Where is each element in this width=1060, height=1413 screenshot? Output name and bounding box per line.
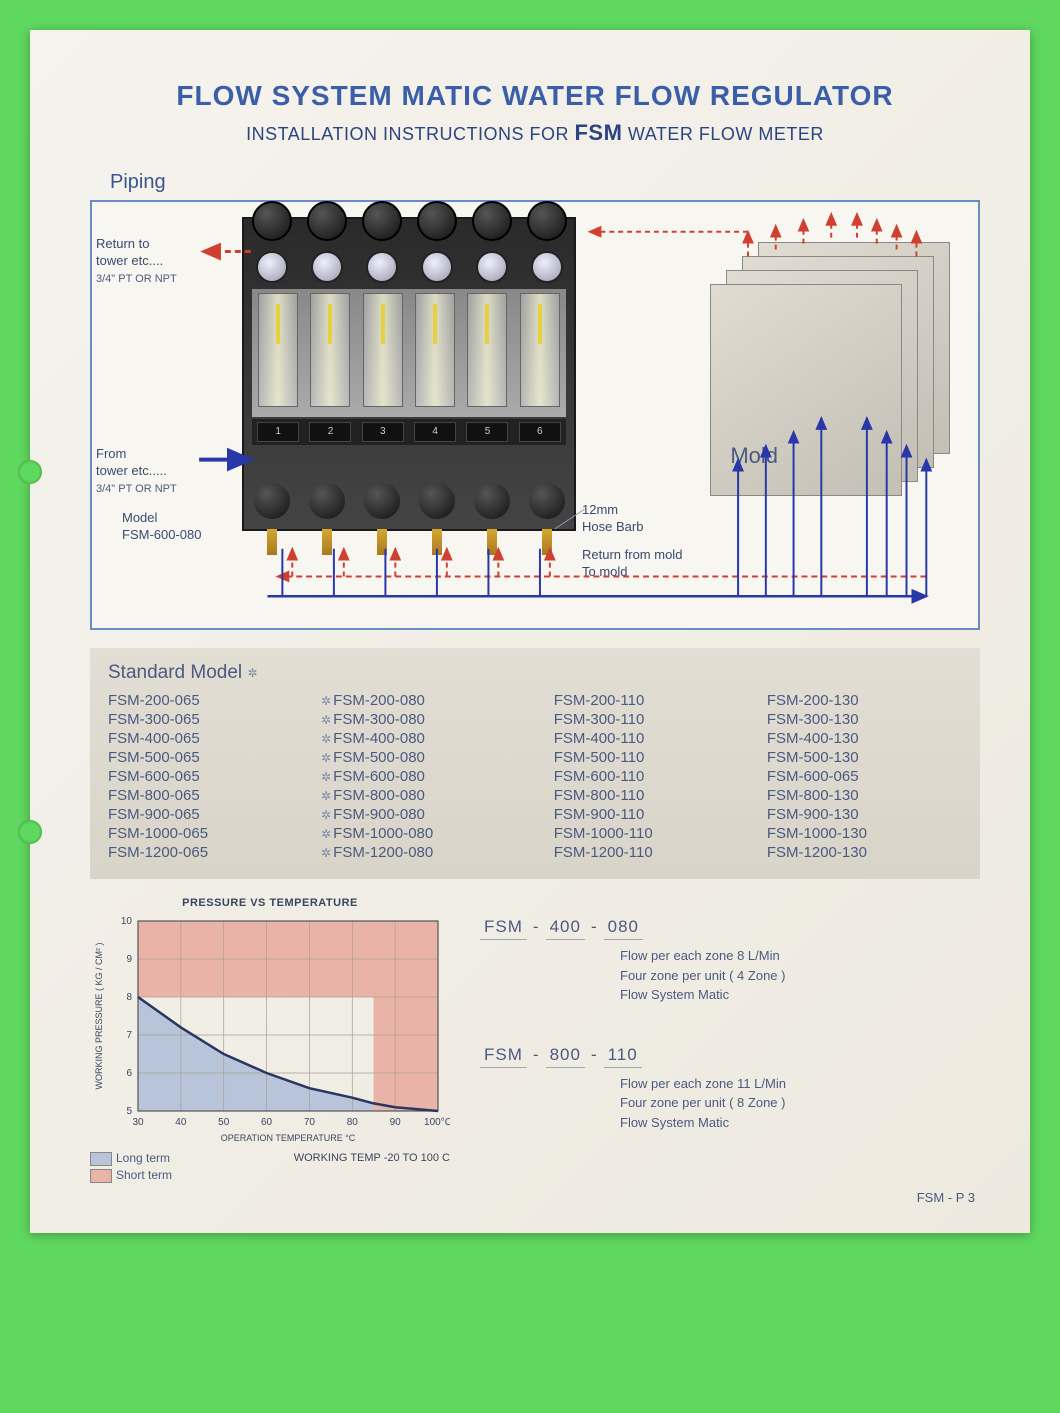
model-cell: FSM-600-065	[767, 768, 962, 785]
code-explain-item: FSM-400-080 Flow per each zone 8 L/MinFou…	[480, 917, 980, 1005]
punch-hole	[18, 820, 42, 844]
pressure-temperature-chart: 30 40 50 60 70 80 90 100°C 5 6 7 8 9 10 OPERATION TEMP…	[90, 915, 450, 1145]
to-mold-label: To mold	[582, 564, 628, 581]
model-cell: ✲FSM-900-080	[321, 806, 536, 823]
model-cell: FSM-400-130	[767, 730, 962, 747]
model-cell: FSM-1200-065	[108, 844, 303, 861]
model-cell: FSM-300-130	[767, 711, 962, 728]
model-label: Model FSM-600-080	[122, 510, 201, 544]
document-page: FLOW SYSTEM MATIC WATER FLOW REGULATOR I…	[30, 30, 1030, 1233]
svg-text:WORKING PRESSURE ( KG / CM² ): WORKING PRESSURE ( KG / CM² )	[94, 942, 104, 1089]
model-cell: FSM-900-130	[767, 806, 962, 823]
model-cell: FSM-800-065	[108, 787, 303, 804]
svg-text:5: 5	[126, 1106, 132, 1117]
number-plate: 1 2 3 4 5 6	[252, 419, 566, 445]
model-cell: FSM-1000-110	[554, 825, 749, 842]
svg-text:9: 9	[126, 954, 132, 965]
model-cell: FSM-1000-130	[767, 825, 962, 842]
svg-text:50: 50	[218, 1117, 230, 1128]
model-cell: ✲FSM-1200-080	[321, 844, 536, 861]
model-cell: FSM-500-065	[108, 749, 303, 766]
return-mold-label: Return from mold	[582, 547, 682, 564]
return-label: Return to tower etc.... 3/4" PT OR NPT	[96, 236, 177, 287]
svg-text:OPERATION TEMPERATURE °C: OPERATION TEMPERATURE °C	[221, 1133, 356, 1143]
mold-label: Mold	[730, 442, 778, 471]
barb-row	[244, 529, 574, 555]
model-cell: ✲FSM-600-080	[321, 768, 536, 785]
svg-text:40: 40	[175, 1117, 187, 1128]
model-cell: FSM-200-110	[554, 692, 749, 709]
svg-text:90: 90	[390, 1117, 402, 1128]
code-explain-lines: Flow per each zone 11 L/MinFour zone per…	[620, 1074, 980, 1133]
manifold-device: 1 2 3 4 5 6	[242, 217, 576, 531]
page-title: FLOW SYSTEM MATIC WATER FLOW REGULATOR	[90, 80, 980, 112]
model-cell: ✲FSM-400-080	[321, 730, 536, 747]
model-cell: FSM-800-110	[554, 787, 749, 804]
model-cell: FSM-200-130	[767, 692, 962, 709]
model-cell: FSM-500-130	[767, 749, 962, 766]
page-number: FSM - P 3	[917, 1190, 975, 1205]
model-cell: FSM-900-065	[108, 806, 303, 823]
hose-barb-label: 12mm Hose Barb	[582, 502, 643, 536]
punch-hole	[18, 460, 42, 484]
svg-text:10: 10	[121, 916, 133, 927]
gauge-row	[244, 251, 574, 283]
svg-text:70: 70	[304, 1117, 316, 1128]
model-cell: ✲FSM-200-080	[321, 692, 536, 709]
code-parts: FSM-800-110	[480, 1045, 980, 1068]
chart-legend-2: Short term	[90, 1168, 450, 1183]
model-code-explanation: FSM-400-080 Flow per each zone 8 L/MinFou…	[480, 897, 980, 1183]
model-cell: FSM-400-110	[554, 730, 749, 747]
chart-block: PRESSURE VS TEMPERATURE 30 40 50 60 70 80 90 10…	[90, 897, 450, 1183]
model-cell: ✲FSM-500-080	[321, 749, 536, 766]
model-cell: FSM-400-065	[108, 730, 303, 747]
svg-text:80: 80	[347, 1117, 359, 1128]
svg-text:7: 7	[126, 1030, 132, 1041]
model-cell: FSM-1000-065	[108, 825, 303, 842]
model-cell: FSM-600-065	[108, 768, 303, 785]
model-cell: ✲FSM-1000-080	[321, 825, 536, 842]
model-cell: FSM-500-110	[554, 749, 749, 766]
model-grid: FSM-200-065 ✲FSM-200-080 FSM-200-110 FSM-20…	[108, 692, 962, 861]
piping-label: Piping	[110, 171, 980, 194]
legend-long-term: Long term	[90, 1151, 170, 1166]
knob-row	[244, 201, 574, 241]
legend-short-term: Short term	[90, 1168, 172, 1183]
chart-legend: Long term WORKING TEMP -20 TO 100 C	[90, 1151, 450, 1166]
svg-text:60: 60	[261, 1117, 273, 1128]
code-parts: FSM-400-080	[480, 917, 980, 940]
svg-text:100°C: 100°C	[424, 1117, 450, 1128]
chart-title: PRESSURE VS TEMPERATURE	[90, 897, 450, 909]
tube-area	[252, 289, 566, 417]
standard-model-section: Standard Model ✲ FSM-200-065 ✲FSM-200-080…	[90, 648, 980, 879]
svg-text:8: 8	[126, 992, 132, 1003]
from-label: From tower etc..... 3/4" PT OR NPT	[96, 446, 177, 497]
model-cell: ✲FSM-800-080	[321, 787, 536, 804]
model-cell: FSM-1200-130	[767, 844, 962, 861]
model-cell: FSM-300-065	[108, 711, 303, 728]
model-cell: FSM-600-110	[554, 768, 749, 785]
model-cell: FSM-1200-110	[554, 844, 749, 861]
working-temp-note: WORKING TEMP -20 TO 100 C	[294, 1152, 450, 1164]
code-explain-lines: Flow per each zone 8 L/MinFour zone per …	[620, 946, 980, 1005]
bottom-row: PRESSURE VS TEMPERATURE 30 40 50 60 70 80 90 10…	[90, 897, 980, 1183]
bottom-port-row	[244, 483, 574, 519]
model-cell: FSM-200-065	[108, 692, 303, 709]
model-cell: FSM-800-130	[767, 787, 962, 804]
svg-text:6: 6	[126, 1068, 132, 1079]
model-list-title: Standard Model ✲	[108, 662, 962, 684]
page-subtitle: INSTALLATION INSTRUCTIONS FOR FSM WATER …	[90, 120, 980, 146]
code-explain-item: FSM-800-110 Flow per each zone 11 L/MinFo…	[480, 1045, 980, 1133]
svg-text:30: 30	[132, 1117, 144, 1128]
model-cell: ✲FSM-300-080	[321, 711, 536, 728]
model-cell: FSM-900-110	[554, 806, 749, 823]
piping-diagram: Return to tower etc.... 3/4" PT OR NPT F…	[90, 200, 980, 630]
model-cell: FSM-300-110	[554, 711, 749, 728]
